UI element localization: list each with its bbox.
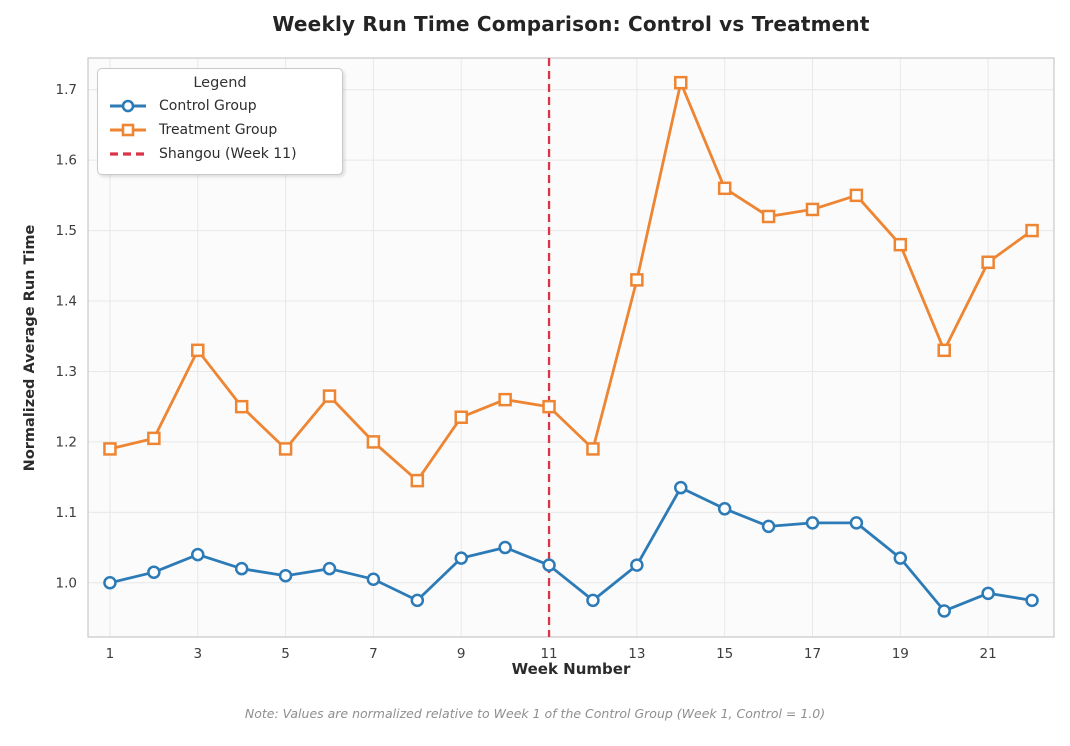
control-line-marker-icon	[110, 99, 146, 113]
x-tick-label: 5	[281, 646, 290, 662]
control-series-point	[366, 572, 381, 586]
control-series-point	[234, 561, 249, 576]
x-tick-label: 17	[804, 646, 821, 662]
treatment-series-point	[937, 343, 951, 358]
treatment-series-point	[1025, 223, 1039, 238]
control-series-point	[498, 540, 512, 555]
control-series-point	[586, 593, 600, 608]
treatment-line-marker-icon	[110, 123, 146, 137]
control-series-line	[108, 486, 1034, 613]
y-tick-label: 1.1	[56, 505, 77, 521]
legend-label-shangou: Shangou (Week 11)	[159, 146, 297, 162]
treatment-series-point	[805, 202, 820, 217]
control-series-point	[630, 558, 644, 572]
treatment-series-point	[630, 273, 644, 287]
treatment-series-line	[108, 81, 1034, 483]
treatment-series-point	[717, 181, 732, 196]
treatment-series-point	[674, 75, 688, 90]
control-series-point	[761, 519, 776, 534]
x-tick-label: 21	[980, 646, 997, 662]
treatment-series-point	[147, 431, 161, 446]
treatment-series-point	[761, 209, 776, 224]
x-tick-label: 13	[628, 646, 645, 662]
x-axis-label: Week Number	[511, 660, 631, 678]
x-tick-label: 9	[457, 646, 466, 662]
legend-label-treatment: Treatment Group	[159, 122, 278, 138]
legend-item-shangou: Shangou (Week 11)	[108, 142, 332, 166]
footnote: Note: Values are normalized relative to …	[244, 706, 826, 721]
x-tick-label: 7	[369, 646, 378, 662]
control-series-point	[805, 516, 820, 530]
treatment-series-point	[454, 410, 468, 424]
y-tick-label: 1.7	[56, 82, 77, 98]
legend-box: Legend Control Group Treatment Group Sha…	[97, 68, 343, 175]
control-glyph-circle	[121, 99, 135, 113]
chart-title: Weekly Run Time Comparison: Control vs T…	[272, 12, 870, 36]
y-tick-label: 1.2	[56, 434, 77, 450]
plot-border	[87, 57, 1055, 638]
y-tick-label: 1.6	[56, 153, 77, 169]
y-axis-label: Normalized Average Run Time	[22, 224, 38, 472]
x-tick-label: 15	[716, 646, 733, 662]
control-series-point	[322, 561, 337, 576]
control-series-point	[849, 516, 864, 530]
x-tick-label: 11	[540, 646, 557, 662]
x-tick-label: 3	[193, 646, 202, 662]
treatment-series-point	[981, 255, 995, 270]
treatment-series-point	[849, 188, 864, 203]
control-series-point	[893, 551, 908, 565]
y-tick-label: 1.0	[56, 575, 77, 591]
treatment-series-point	[893, 237, 908, 252]
treatment-series-point	[410, 473, 425, 488]
control-series-point	[674, 480, 688, 495]
control-series-point	[1025, 593, 1039, 608]
treatment-series-point	[191, 343, 205, 358]
control-series-point	[937, 604, 951, 618]
treatment-glyph-square	[121, 123, 135, 137]
legend-item-treatment: Treatment Group	[108, 118, 332, 142]
control-series-point	[278, 568, 293, 583]
treatment-series-point	[586, 442, 600, 456]
shangou-dashed-line-icon	[110, 152, 146, 156]
control-series-point	[542, 558, 556, 572]
y-tick-label: 1.4	[56, 294, 77, 310]
y-tick-label: 1.5	[56, 223, 77, 239]
treatment-series-point	[542, 399, 556, 414]
control-series-point	[981, 586, 995, 601]
control-series-point	[454, 551, 468, 565]
y-tick-label: 1.3	[56, 364, 77, 380]
legend-title: Legend	[193, 75, 247, 91]
treatment-series-point	[366, 435, 381, 449]
control-series-point	[103, 576, 117, 590]
x-tick-label: 1	[106, 646, 115, 662]
control-series-point	[147, 565, 161, 579]
legend-item-control: Control Group	[108, 94, 332, 118]
treatment-series-point	[103, 442, 117, 456]
control-series-point	[717, 502, 732, 516]
treatment-series-point	[234, 399, 249, 414]
control-series-point	[410, 593, 425, 608]
x-tick-label: 19	[892, 646, 909, 662]
treatment-series-point	[322, 389, 337, 403]
treatment-series-point	[498, 392, 512, 407]
treatment-series-point	[278, 442, 293, 456]
legend-label-control: Control Group	[159, 98, 257, 114]
control-series-point	[191, 547, 205, 562]
